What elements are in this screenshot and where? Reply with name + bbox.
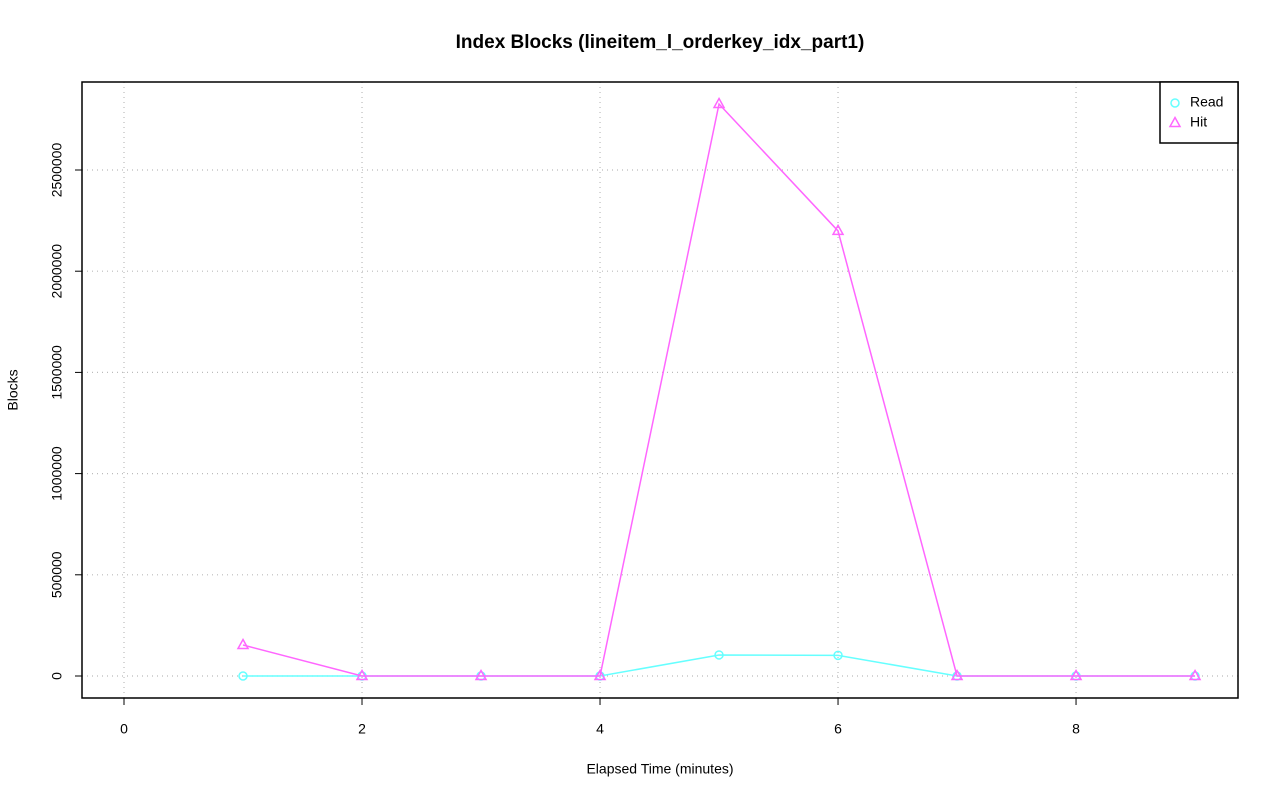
- y-tick-label: 2500000: [49, 143, 65, 198]
- marker: [831, 223, 845, 236]
- plot-frame: [81, 81, 1239, 699]
- legend-marker: [1170, 98, 1180, 108]
- x-tick-label: 8: [1072, 721, 1080, 737]
- y-tick-label: 2000000: [49, 244, 65, 299]
- marker: [714, 650, 724, 660]
- x-tick-label: 6: [834, 721, 842, 737]
- y-axis-label: Blocks: [5, 369, 21, 410]
- x-tick-label: 0: [120, 721, 128, 737]
- x-tick-label: 4: [596, 721, 604, 737]
- y-tick-label: 1000000: [49, 446, 65, 501]
- marker: [1069, 668, 1083, 681]
- legend-box: [1159, 81, 1239, 144]
- y-tick-label: 1500000: [49, 345, 65, 400]
- y-tick-label: 0: [49, 672, 65, 680]
- x-axis-label: Elapsed Time (minutes): [586, 761, 733, 777]
- legend-marker: [1168, 115, 1182, 128]
- marker: [474, 668, 488, 681]
- marker: [236, 637, 250, 650]
- marker: [593, 668, 607, 681]
- marker: [712, 96, 726, 109]
- chart-title: Index Blocks (lineitem_l_orderkey_idx_pa…: [456, 32, 865, 53]
- legend-label: Hit: [1190, 114, 1207, 130]
- marker: [1188, 668, 1202, 681]
- y-tick-label: 500000: [49, 551, 65, 598]
- series-line: [242, 102, 1196, 677]
- marker: [238, 671, 248, 681]
- x-tick-label: 2: [358, 721, 366, 737]
- marker: [950, 668, 964, 681]
- series-line: [243, 654, 1196, 677]
- marker: [833, 650, 843, 661]
- marker: [355, 668, 369, 681]
- legend-label: Read: [1190, 94, 1223, 110]
